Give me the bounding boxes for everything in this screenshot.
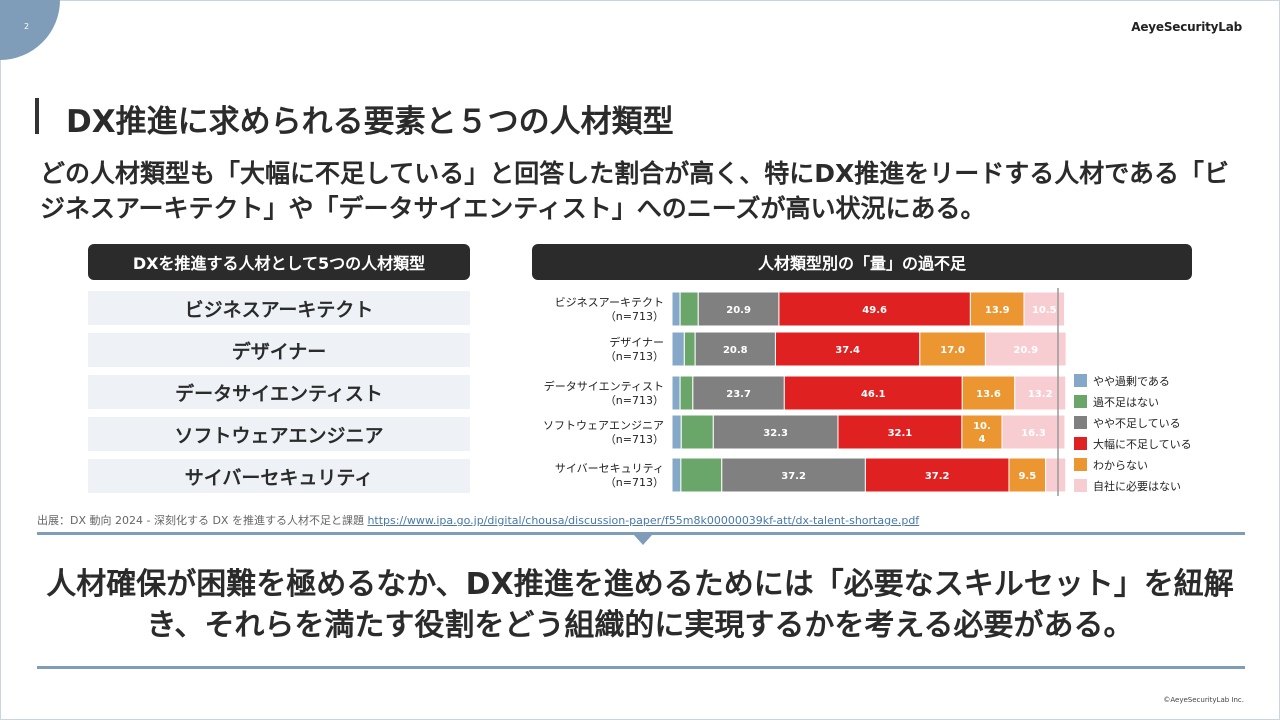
data-label: 13.9	[985, 305, 1010, 316]
sample-size-label: （n=713）	[605, 350, 664, 363]
legend-label: 自社に必要はない	[1093, 479, 1181, 493]
data-label: 20.9	[1013, 345, 1038, 356]
category-label: デザイナー	[609, 335, 664, 349]
bar-segment	[671, 331, 685, 367]
chart-header: 人材類型別の「量」の過不足	[532, 244, 1192, 280]
talent-type-item: サイバーセキュリティ	[88, 459, 470, 493]
title-accent-bar	[35, 98, 39, 134]
legend-label: やや過剰である	[1093, 375, 1170, 388]
legend-label: 大幅に不足している	[1093, 437, 1192, 451]
sample-size-label: （n=713）	[605, 310, 664, 323]
bar-segment	[778, 291, 971, 327]
source-link[interactable]: https://www.ipa.go.jp/digital/chousa/dis…	[367, 514, 920, 527]
bar-segment	[712, 414, 839, 450]
bottom-divider	[37, 666, 1245, 669]
bar-segment	[1001, 414, 1066, 450]
talent-type-item: デザイナー	[88, 333, 470, 367]
bar-segment	[680, 414, 714, 450]
legend-swatch	[1074, 437, 1087, 450]
data-label: 23.7	[726, 389, 751, 400]
page-title: DX推進に求められる要素と５つの人材類型	[66, 104, 674, 140]
data-label: 10.	[973, 421, 991, 432]
bar-segment	[671, 414, 682, 450]
legend-label: 過不足はない	[1093, 396, 1159, 409]
legend-swatch	[1074, 458, 1087, 471]
copyright: ©AeyeSecurityLab Inc.	[1163, 696, 1244, 704]
data-label: 37.2	[925, 471, 950, 482]
legend-swatch	[1074, 416, 1087, 429]
data-label: 20.9	[726, 305, 751, 316]
source-citation: 出展：DX 動向 2024 - 深刻化する DX を推進する人材不足と課題 ht…	[37, 512, 919, 528]
data-label: 37.4	[835, 345, 860, 356]
source-text: 出展：DX 動向 2024 - 深刻化する DX を推進する人材不足と課題	[37, 514, 368, 527]
data-label: 37.2	[781, 471, 806, 482]
category-label: ソフトウェアエンジニア	[543, 419, 664, 432]
data-label: 16.3	[1021, 428, 1046, 439]
data-label: 46.1	[861, 389, 886, 400]
bar-segment	[1045, 457, 1067, 493]
data-label: 32.1	[888, 428, 913, 439]
legend-swatch	[1074, 479, 1087, 492]
data-label: 20.8	[723, 345, 748, 356]
data-label: 10.5	[1032, 305, 1057, 316]
category-label: サイバーセキュリティ	[555, 462, 664, 475]
category-label: ビジネスアーキテクト	[555, 296, 664, 309]
bar-segment	[694, 331, 776, 367]
talent-types-header: DXを推進する人材として5つの人材類型	[88, 244, 470, 280]
data-label: 13.2	[1028, 389, 1053, 400]
top-divider	[37, 532, 1245, 535]
page-subtitle: どの人材類型も「大幅に不足している」と回答した割合が高く、特にDX推進をリードす…	[40, 159, 1230, 223]
legend-swatch	[1074, 395, 1087, 408]
legend-label: やや不足している	[1093, 417, 1181, 430]
bar-segment	[1008, 457, 1047, 493]
logo: AeyeSecurityLab	[1131, 20, 1242, 34]
bar-segment	[671, 457, 682, 493]
bar-segment	[864, 457, 1010, 493]
bar-segment	[697, 291, 780, 327]
data-label: 4	[978, 434, 985, 445]
bar-segment	[961, 375, 1016, 411]
bar-segment	[984, 331, 1067, 367]
conclusion-text: 人材確保が困難を極めるなか、DX推進を進めるためには「必要なスキルセット」を紐解…	[46, 567, 1234, 643]
legend-swatch	[1074, 374, 1087, 387]
bar-segment	[679, 375, 694, 411]
legend-label: わからない	[1093, 459, 1148, 472]
category-label: データサイエンティスト	[544, 379, 664, 393]
bar-segment	[671, 291, 681, 327]
bar-segment	[774, 331, 921, 367]
stacked-bar-chart: ビジネスアーキテクト（n=713） 20.9 49.6 13.9 10.5デザイナー（n…	[543, 288, 1192, 496]
talent-type-item: ソフトウェアエンジニア	[88, 417, 470, 451]
data-label: 32.3	[763, 428, 788, 439]
bar-segment	[671, 375, 681, 411]
sample-size-label: （n=713）	[605, 433, 664, 446]
bar-segment	[961, 414, 1003, 450]
talent-type-item: データサイエンティスト	[88, 375, 470, 409]
bar-segment	[692, 375, 785, 411]
talent-type-item: ビジネスアーキテクト	[88, 291, 470, 325]
bar-segment	[679, 291, 699, 327]
data-label: 17.0	[940, 345, 965, 356]
sample-size-label: （n=713）	[605, 476, 664, 489]
down-arrow-icon	[634, 535, 652, 545]
bar-segment	[1014, 375, 1067, 411]
page-number: 2	[24, 22, 30, 31]
data-label: 9.5	[1018, 471, 1036, 482]
bar-segment	[683, 331, 696, 367]
bar-segment	[721, 457, 866, 493]
bar-segment	[919, 331, 986, 367]
data-label: 13.6	[976, 389, 1001, 400]
bar-segment	[680, 457, 723, 493]
data-label: 49.6	[862, 305, 887, 316]
sample-size-label: （n=713）	[605, 394, 664, 407]
